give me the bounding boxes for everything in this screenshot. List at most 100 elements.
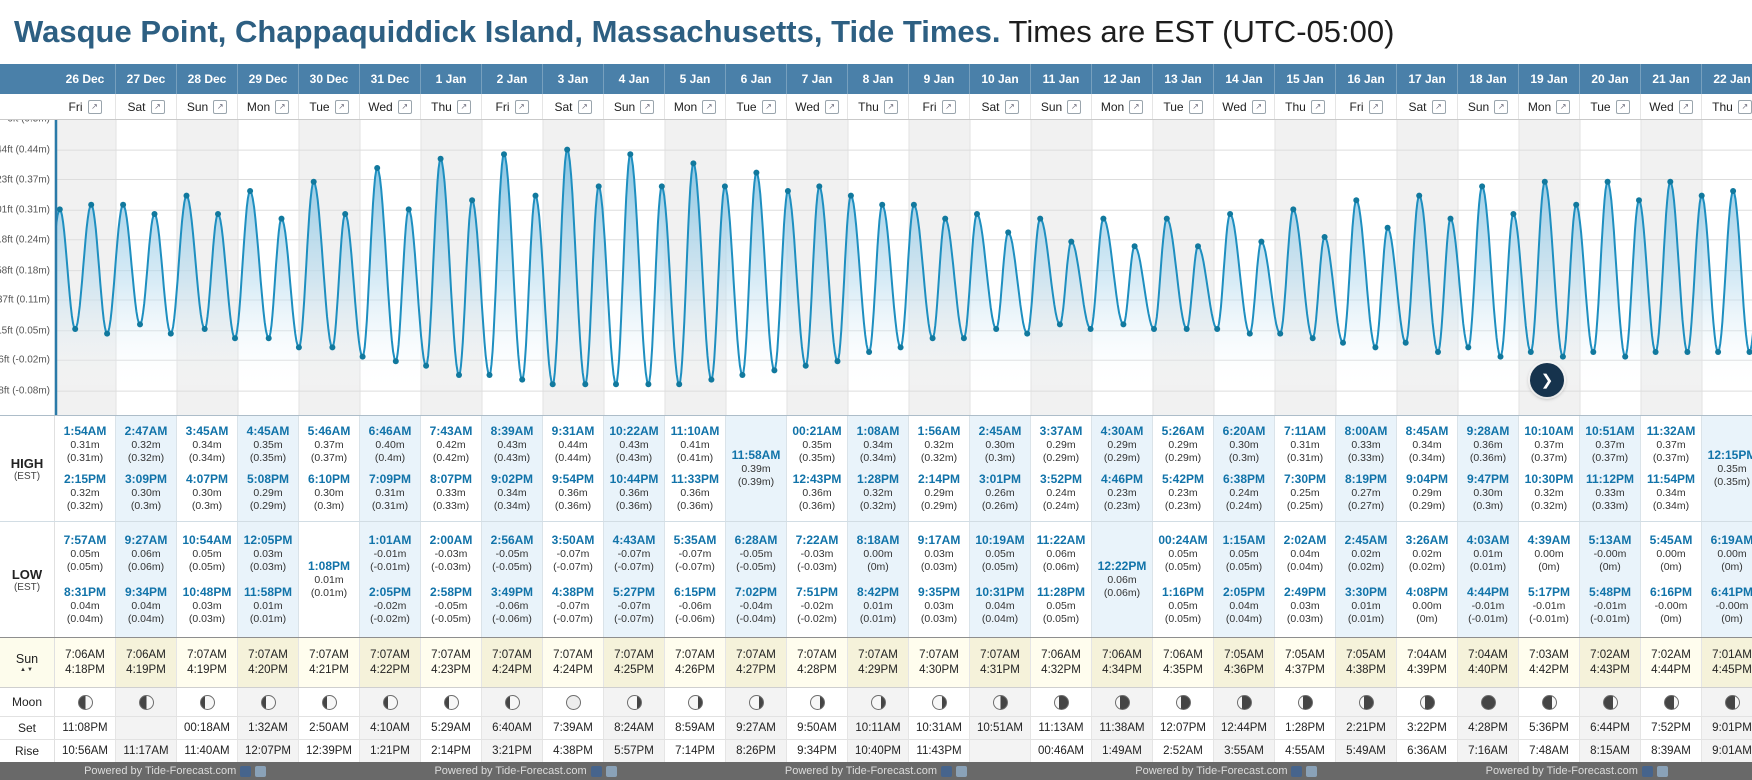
- high-tide-time: 9:54PM: [551, 472, 595, 487]
- share-icon[interactable]: [590, 765, 602, 777]
- expand-day-icon[interactable]: ↗: [213, 99, 228, 114]
- tide-entry: 9:47PM 0.30m (0.3m): [1467, 472, 1509, 513]
- moon-phase-icon: [1480, 694, 1496, 710]
- low-tide-time: 5:48PM: [1588, 584, 1632, 599]
- footer-bar: Powered by Tide-Forecast.com Powered by T…: [0, 762, 1752, 780]
- expand-day-icon[interactable]: ↗: [334, 99, 349, 114]
- share-icon[interactable]: [605, 765, 617, 777]
- tide-height-alt: (0.34m): [1652, 500, 1690, 513]
- expand-day-icon[interactable]: ↗: [824, 99, 839, 114]
- moonrise-time: 10:40PM: [854, 745, 902, 757]
- expand-day-icon[interactable]: ↗: [514, 99, 529, 114]
- expand-day-icon[interactable]: ↗: [702, 99, 717, 114]
- tide-forecast-link[interactable]: Powered by Tide-Forecast.com: [1485, 765, 1638, 777]
- tide-entry: 6:38PM 0.24m (0.24m): [1223, 472, 1265, 513]
- moonrise-cell: 2:14PM: [421, 740, 482, 762]
- share-icon[interactable]: [1641, 765, 1653, 777]
- tide-forecast-link[interactable]: Powered by Tide-Forecast.com: [784, 765, 938, 777]
- tide-height-alt: (0.23m): [1103, 500, 1141, 513]
- share-icon[interactable]: [1656, 765, 1668, 777]
- share-icon[interactable]: [956, 765, 968, 777]
- expand-day-icon[interactable]: ↗: [1004, 99, 1019, 114]
- expand-day-icon[interactable]: ↗: [87, 99, 102, 114]
- moonset-time: 3:22PM: [1407, 722, 1447, 734]
- weekday-label: Sat: [554, 99, 573, 114]
- expand-day-icon[interactable]: ↗: [1494, 99, 1509, 114]
- share-icon[interactable]: [1306, 765, 1318, 777]
- moon-phase-icon: [1236, 694, 1252, 710]
- moonset-time: 5:36PM: [1529, 722, 1569, 734]
- expand-day-icon[interactable]: ↗: [1251, 99, 1266, 114]
- sunset-time: 4:39PM: [1407, 664, 1447, 676]
- share-icon[interactable]: [255, 765, 267, 777]
- tide-entry: 2:05PM 0.04m (0.04m): [1223, 585, 1265, 626]
- high-tide-time: 7:09PM: [368, 472, 412, 487]
- tide-entry: 7:51PM -0.02m (-0.02m): [796, 585, 838, 626]
- high-tide-cell: 10:22AM 0.43m (0.43m) 10:44PM 0.36m (0.36m): [604, 416, 665, 521]
- moonset-time: 10:11AM: [855, 722, 901, 734]
- expand-day-icon[interactable]: ↗: [1556, 99, 1571, 114]
- moonrise-time: 00:46AM: [1037, 745, 1085, 757]
- high-tide-time: 4:30AM: [1100, 423, 1144, 438]
- scroll-next-button[interactable]: ❯: [1530, 363, 1564, 397]
- sunrise-time: 7:07AM: [431, 649, 471, 661]
- expand-day-icon[interactable]: ↗: [577, 99, 592, 114]
- date-header-cell: 3 Jan: [543, 64, 604, 94]
- expand-day-icon[interactable]: ↗: [397, 99, 412, 114]
- moonrise-time: 5:57PM: [614, 745, 654, 757]
- high-tide-cell: 1:54AM 0.31m (0.31m) 2:15PM 0.32m (0.32m): [55, 416, 116, 521]
- tide-height-alt: (-0.03m): [431, 560, 471, 573]
- share-icon[interactable]: [240, 765, 252, 777]
- tide-entry: 6:28AM -0.05m (-0.05m): [735, 533, 778, 574]
- high-tide-time: 3:52PM: [1039, 472, 1083, 487]
- weekday-label: Sat: [981, 99, 1000, 114]
- expand-day-icon[interactable]: ↗: [275, 99, 290, 114]
- expand-day-icon[interactable]: ↗: [1310, 99, 1325, 114]
- expand-day-icon[interactable]: ↗: [456, 99, 471, 114]
- high-tide-cell: 4:30AM 0.29m (0.29m) 4:46PM 0.23m (0.23m): [1092, 416, 1153, 521]
- low-tide-time: 6:19AM: [1710, 532, 1752, 547]
- low-tide-cell: 12:05PM 0.03m (0.03m) 11:58PM 0.01m (0.01m): [238, 522, 299, 637]
- tide-height-alt: (0.05m): [1164, 560, 1202, 573]
- expand-day-icon[interactable]: ↗: [883, 99, 898, 114]
- share-icon[interactable]: [1291, 765, 1303, 777]
- high-tide-time: 11:54PM: [1646, 472, 1696, 487]
- high-tide-time: 9:02PM: [490, 472, 534, 487]
- moonrise-cell: [970, 740, 1031, 762]
- expand-day-icon[interactable]: ↗: [1615, 99, 1630, 114]
- expand-day-icon[interactable]: ↗: [1188, 99, 1203, 114]
- tide-entry: 5:17PM -0.01m (-0.01m): [1528, 585, 1570, 626]
- tide-forecast-link[interactable]: Powered by Tide-Forecast.com: [434, 765, 587, 777]
- expand-day-icon[interactable]: ↗: [1129, 99, 1144, 114]
- moonrise-time: 12:07PM: [244, 745, 292, 757]
- moonset-time: 7:39AM: [553, 722, 593, 734]
- expand-day-icon[interactable]: ↗: [1368, 99, 1383, 114]
- weekday-cell: Sun ↗: [177, 94, 238, 119]
- tide-height-alt: (0.01m): [1469, 560, 1507, 573]
- tide-forecast-link[interactable]: Powered by Tide-Forecast.com: [1135, 765, 1288, 777]
- tide-forecast-link[interactable]: Powered by Tide-Forecast.com: [84, 765, 237, 777]
- tide-height: 0.05m: [1168, 547, 1198, 560]
- high-tide-cell: 9:28AM 0.36m (0.36m) 9:47PM 0.30m (0.3m): [1458, 416, 1519, 521]
- expand-day-icon[interactable]: ↗: [941, 99, 956, 114]
- expand-day-icon[interactable]: ↗: [761, 99, 776, 114]
- moonset-time: 00:18AM: [183, 722, 231, 734]
- weekday-label: Wed: [795, 99, 820, 114]
- expand-day-icon[interactable]: ↗: [150, 99, 165, 114]
- tide-height-alt: (0.01m): [249, 613, 287, 626]
- tide-entry: 8:07PM 0.33m (0.33m): [430, 472, 472, 513]
- tide-height-alt: (-0.07m): [553, 560, 593, 573]
- expand-day-icon[interactable]: ↗: [1067, 99, 1082, 114]
- tide-height: 0.06m: [1107, 573, 1137, 586]
- expand-day-icon[interactable]: ↗: [1737, 99, 1752, 114]
- tide-height: 0.29m: [253, 487, 283, 500]
- high-tide-time: 5:08PM: [246, 472, 290, 487]
- expand-day-icon[interactable]: ↗: [1678, 99, 1693, 114]
- share-icon[interactable]: [941, 765, 953, 777]
- expand-day-icon[interactable]: ↗: [640, 99, 655, 114]
- expand-day-icon[interactable]: ↗: [1431, 99, 1446, 114]
- sunrise-time: 7:04AM: [1407, 649, 1447, 661]
- tide-height: -0.03m: [434, 547, 468, 560]
- tide-height: 0.35m: [253, 438, 283, 451]
- high-tide-time: 2:47AM: [124, 423, 168, 438]
